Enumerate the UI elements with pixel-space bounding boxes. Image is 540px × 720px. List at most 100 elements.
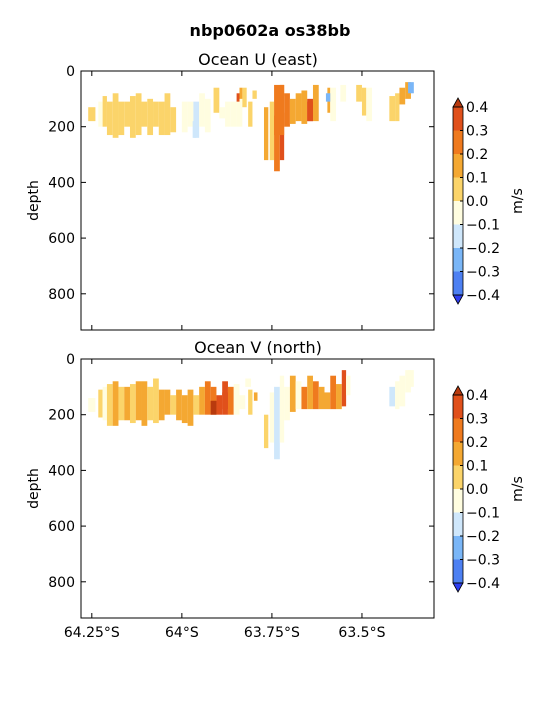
data-cell	[193, 395, 200, 415]
data-cell	[269, 392, 275, 443]
data-cell	[284, 93, 290, 127]
data-cell	[118, 101, 125, 136]
colorbar-extend-min	[452, 294, 464, 305]
x-tick-label: 64.25°S	[64, 625, 120, 641]
data-cell	[242, 87, 247, 108]
y-axis-ticks: 0 200 400 600 800	[48, 64, 434, 303]
y-tick-label: 600	[48, 519, 75, 535]
colorbar-extend-min	[452, 582, 464, 593]
data-cells	[88, 370, 414, 460]
colorbar-segment	[453, 107, 463, 131]
data-cell	[356, 84, 362, 102]
data-cell	[158, 101, 165, 136]
colorbar-segment	[453, 177, 463, 201]
data-cells	[88, 82, 414, 172]
data-cell	[141, 101, 148, 127]
figure-title: nbp0602a os38bb	[190, 21, 351, 40]
data-cell	[153, 101, 159, 127]
colorbar-tick-label: −0.3	[466, 553, 500, 569]
data-cell	[245, 378, 252, 387]
data-cell	[106, 101, 113, 136]
colorbar-segment	[453, 489, 463, 513]
colorbar: −0.4 −0.3 −0.2 −0.1 0.0 0.1 0.2 0.3 0.4	[452, 97, 500, 305]
data-cell	[192, 121, 197, 138]
data-cell	[158, 389, 165, 421]
data-cell	[307, 101, 313, 122]
panel-title: Ocean V (north)	[194, 338, 322, 357]
data-cell	[408, 82, 414, 94]
data-cell	[341, 370, 347, 407]
data-cell	[239, 395, 246, 410]
data-cell	[318, 386, 325, 410]
data-cell	[295, 381, 302, 410]
colorbar-segment	[453, 201, 463, 225]
data-cell	[129, 96, 136, 138]
data-cell	[210, 400, 217, 415]
colorbar-tick-label: −0.2	[466, 529, 500, 545]
colorbar-tick-label: 0.1	[466, 459, 488, 475]
data-cell	[230, 101, 237, 127]
data-cell	[187, 101, 194, 127]
data-cell	[199, 386, 205, 415]
data-cell	[213, 87, 220, 113]
y-tick-label: 600	[48, 231, 75, 247]
data-cell	[279, 375, 285, 443]
colorbar-tick-label: 0.4	[466, 100, 488, 116]
data-cell	[263, 107, 269, 161]
colorbar-tick-label: −0.4	[466, 576, 500, 592]
data-cell	[330, 375, 337, 410]
data-cell	[204, 381, 211, 415]
data-cell	[233, 384, 240, 415]
colorbar-segment	[453, 154, 463, 178]
colorbar-segment	[453, 130, 463, 154]
data-cell	[366, 87, 373, 122]
data-cell	[301, 90, 308, 124]
data-cell	[147, 386, 154, 421]
y-axis-ticks: 0 200 400 600 800	[48, 352, 434, 591]
colorbar-segment	[453, 224, 463, 248]
colorbar: −0.4 −0.3 −0.2 −0.1 0.0 0.1 0.2 0.3 0.4	[452, 385, 500, 593]
data-cell	[164, 93, 171, 136]
colorbar-segment	[453, 395, 463, 419]
data-cell	[170, 395, 177, 415]
y-tick-label: 800	[48, 287, 75, 303]
data-cell	[330, 87, 337, 122]
x-tick-label: 63.5°S	[338, 625, 385, 641]
colorbar-tick-label: −0.3	[466, 265, 500, 281]
panel-ocean-v: Ocean V (north) 0 200 400 600 800 64.25°S 64°…	[26, 338, 526, 641]
data-cell	[98, 101, 103, 127]
colorbar-tick-label: −0.4	[466, 288, 500, 304]
data-cell	[193, 101, 200, 138]
y-tick-label: 0	[66, 64, 75, 80]
data-cell	[279, 84, 285, 97]
data-cell	[181, 395, 188, 424]
data-cell	[252, 90, 257, 99]
data-cell	[222, 392, 228, 410]
data-cell	[102, 96, 107, 127]
data-cell	[98, 389, 103, 418]
data-cell	[216, 395, 223, 415]
data-cell	[389, 386, 396, 407]
data-cell	[236, 96, 243, 127]
data-cell	[274, 115, 280, 172]
colorbar-segment	[453, 248, 463, 272]
colorbar-tick-label: −0.2	[466, 241, 500, 257]
y-axis-label: depth	[26, 468, 42, 509]
data-cell	[118, 386, 125, 421]
colorbar-segment	[453, 559, 463, 583]
data-cell	[164, 389, 171, 415]
plot-frame	[80, 358, 435, 619]
x-tick-label: 64°S	[165, 625, 199, 641]
data-cell	[135, 93, 142, 136]
data-cell	[346, 375, 351, 396]
data-cell	[263, 414, 269, 449]
plot-frame	[80, 70, 435, 331]
data-cell	[199, 93, 205, 127]
x-axis-ticks	[91, 71, 363, 330]
y-tick-label: 200	[48, 120, 75, 136]
data-cell	[325, 93, 331, 102]
data-cell	[239, 87, 243, 99]
colorbar-label: m/s	[510, 188, 526, 214]
